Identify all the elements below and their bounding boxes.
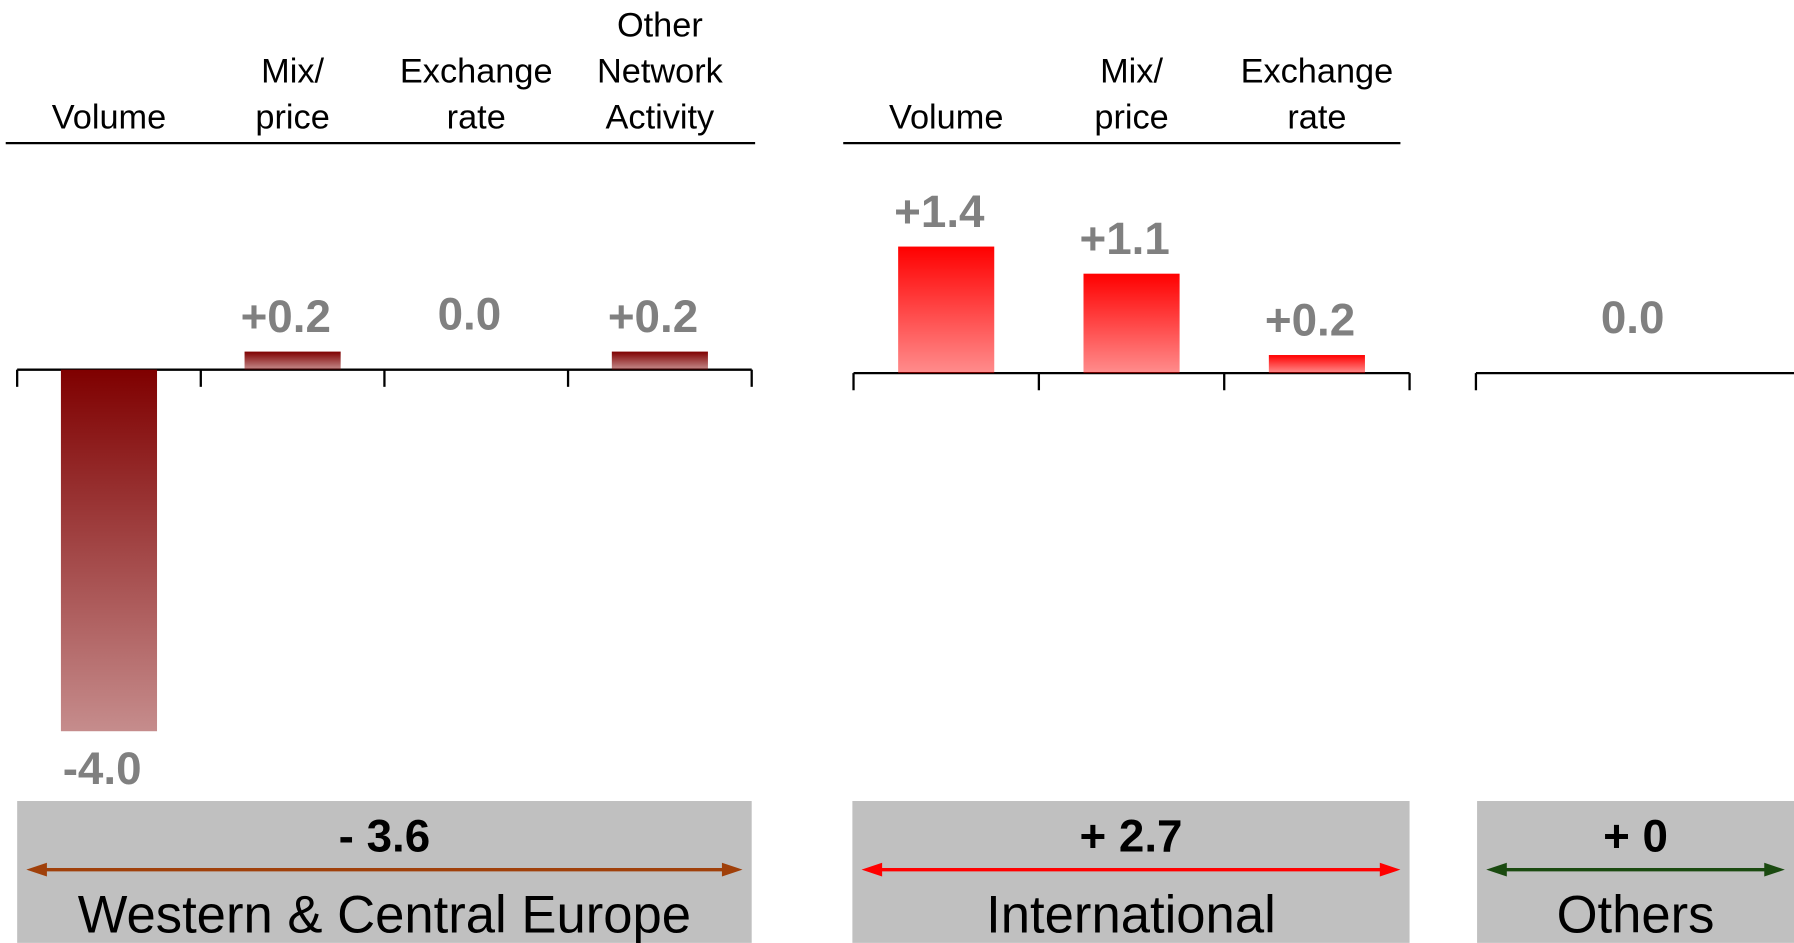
total-label: - 3.6	[339, 810, 431, 861]
arrow-head	[26, 862, 47, 877]
arrow-head	[1764, 862, 1785, 877]
region-label: Western & Central Europe	[78, 886, 691, 943]
arrow-head	[1379, 862, 1401, 877]
value-label: +0.2	[608, 291, 698, 342]
region-label: International	[986, 886, 1276, 943]
value-label: +0.2	[241, 291, 331, 342]
bar	[611, 351, 708, 370]
category-label: Activity	[606, 98, 716, 136]
arrow-head	[861, 862, 883, 877]
value-label: +1.4	[894, 186, 985, 237]
summary-box	[1477, 801, 1794, 943]
total-label: + 0	[1603, 810, 1668, 861]
value-label: 0.0	[438, 289, 502, 340]
category-label: Other	[617, 7, 703, 45]
bar	[1083, 273, 1180, 374]
bar	[60, 369, 158, 732]
category-label: Exchange	[1241, 52, 1394, 90]
category-label: Network	[597, 52, 724, 90]
arrow-head	[721, 862, 743, 877]
summary-box	[17, 801, 752, 943]
category-label: price	[255, 98, 329, 136]
category-label: rate	[447, 98, 506, 136]
region-label: Others	[1557, 886, 1715, 943]
total-label: + 2.7	[1079, 810, 1182, 861]
bar	[1268, 355, 1365, 374]
value-label: +0.2	[1265, 295, 1355, 346]
value-label: -4.0	[63, 743, 142, 794]
value-label: +1.1	[1080, 213, 1170, 264]
category-label: Volume	[52, 98, 166, 136]
category-label: rate	[1287, 98, 1346, 136]
value-label: 0.0	[1601, 292, 1665, 343]
bar	[898, 246, 995, 374]
category-label: Exchange	[400, 52, 553, 90]
summary-box	[852, 801, 1410, 943]
category-label: Mix/	[261, 52, 324, 90]
category-label: price	[1094, 98, 1168, 136]
arrow-head	[1486, 862, 1507, 877]
category-label: Volume	[889, 98, 1003, 136]
bar	[244, 351, 341, 370]
category-label: Mix/	[1100, 52, 1163, 90]
